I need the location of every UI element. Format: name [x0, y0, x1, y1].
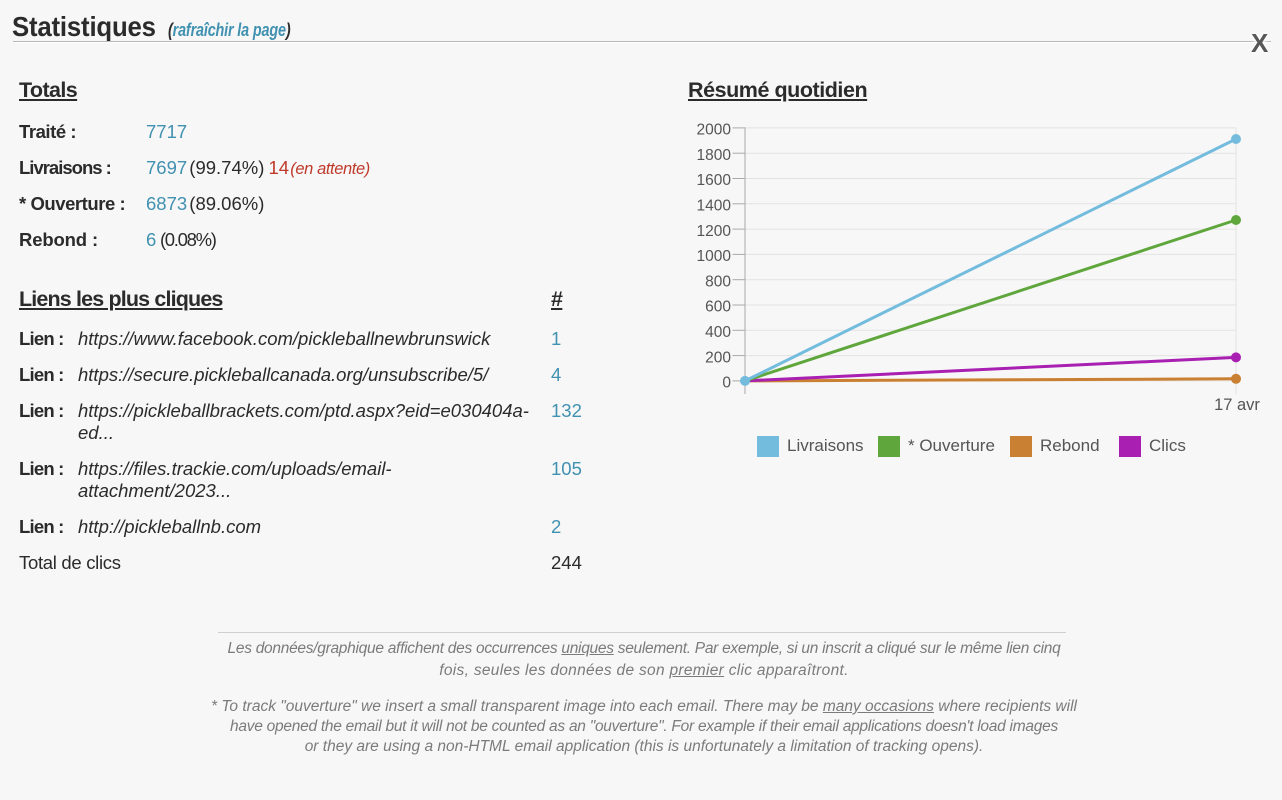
svg-text:200: 200	[705, 349, 731, 366]
svg-text:400: 400	[705, 324, 731, 341]
svg-text:17 avr: 17 avr	[1214, 396, 1260, 414]
svg-text:1800: 1800	[697, 147, 732, 164]
svg-text:600: 600	[705, 299, 731, 316]
svg-text:1000: 1000	[697, 248, 732, 265]
svg-text:1600: 1600	[697, 172, 732, 189]
svg-text:1400: 1400	[697, 198, 732, 215]
svg-text:0: 0	[722, 375, 731, 392]
svg-text:1200: 1200	[697, 223, 732, 240]
svg-text:800: 800	[705, 273, 731, 290]
svg-text:2000: 2000	[697, 122, 732, 139]
